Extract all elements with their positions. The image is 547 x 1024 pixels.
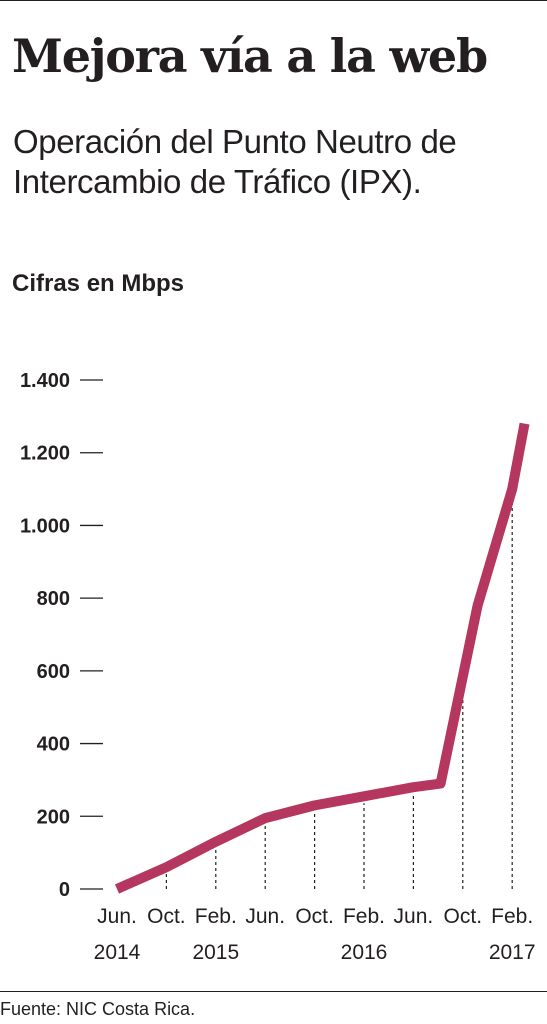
top-rule (0, 0, 547, 1)
source-note: Fuente: NIC Costa Rica. (0, 999, 196, 1019)
x-tick-label: Feb. (343, 905, 385, 928)
units-label: Cifras en Mbps (12, 270, 185, 297)
x-tick-label: Feb. (195, 905, 237, 928)
series-group (114, 422, 530, 894)
x-year-label: 2015 (192, 941, 239, 964)
y-tick-label: 1.200 (20, 443, 70, 465)
x-tick-label: Feb. (491, 905, 533, 928)
x-tick-label: Jun. (97, 905, 137, 928)
series-line (114, 422, 530, 894)
chart-subtitle: Operación del Punto Neutro de Intercambi… (13, 123, 457, 200)
x-tick-label: Oct. (295, 905, 334, 928)
y-tick-label: 200 (37, 806, 70, 828)
y-tick-label: 0 (59, 879, 70, 901)
y-tick-label: 800 (37, 588, 70, 610)
x-tick-label: Oct. (444, 905, 483, 928)
chart-title: Mejora vía a la web (12, 29, 488, 83)
y-tick-label: 400 (37, 734, 70, 756)
y-tick-label: 600 (37, 661, 70, 683)
x-tick-label: Jun. (394, 905, 434, 928)
x-tick-label: Oct. (147, 905, 186, 928)
x-axis: Jun. 2014 Oct. Feb. 2015 Jun. Oct. Feb. 2016 Jun.… (94, 905, 536, 964)
bottom-rule (0, 991, 547, 992)
y-tick-label: 1.000 (20, 515, 70, 537)
x-tick-label: Jun. (245, 905, 285, 928)
line-chart: 0 200 400 600 800 1.000 1.200 1.400 Jun. 2014 Oct… (20, 370, 536, 964)
dashed-droplines (165, 496, 513, 889)
x-year-label: 2016 (341, 941, 388, 964)
x-year-label: 2014 (94, 941, 141, 964)
x-year-label: 2017 (489, 941, 536, 964)
y-tick-label: 1.400 (20, 370, 70, 392)
y-axis: 0 200 400 600 800 1.000 1.200 1.400 (20, 370, 103, 901)
